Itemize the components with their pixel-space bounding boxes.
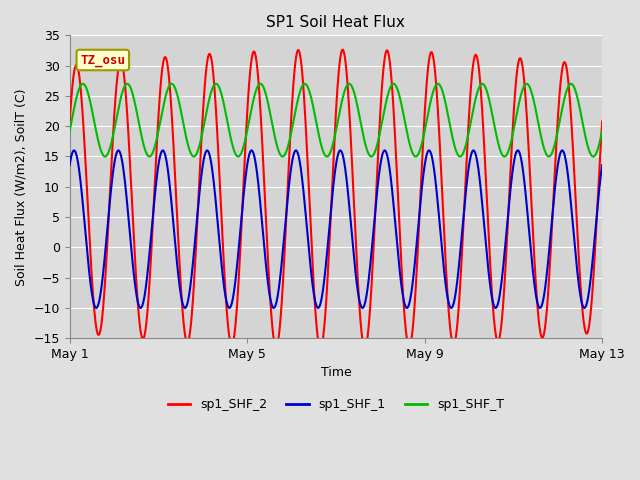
sp1_SHF_T (66, 128, 74, 134)
sp1_SHF_T (588, 153, 596, 159)
sp1_SHF_1 (425, 147, 433, 153)
Line: sp1_SHF_T: sp1_SHF_T (70, 84, 602, 156)
sp1_SHF_2 (588, 293, 596, 299)
sp1_SHF_1 (270, 305, 278, 311)
sp1_SHF_T (598, 128, 606, 134)
sp1_SHF_T (158, 110, 166, 116)
sp1_SHF_T (270, 129, 278, 135)
sp1_SHF_2 (531, 262, 538, 267)
sp1_SHF_1 (127, 236, 134, 242)
sp1_SHF_T (293, 100, 301, 106)
sp1_SHF_1 (293, 148, 301, 154)
sp1_SHF_2 (293, 50, 301, 56)
sp1_SHF_T (127, 84, 134, 90)
sp1_SHF_1 (66, 162, 74, 168)
sp1_SHF_2 (339, 47, 346, 52)
Title: SP1 Soil Heat Flux: SP1 Soil Heat Flux (266, 15, 405, 30)
sp1_SHF_2 (66, 119, 74, 124)
sp1_SHF_2 (598, 119, 606, 124)
sp1_SHF_1 (447, 305, 455, 311)
sp1_SHF_2 (127, 168, 134, 173)
sp1_SHF_T (531, 102, 538, 108)
sp1_SHF_1 (531, 284, 538, 290)
sp1_SHF_T (279, 154, 287, 159)
sp1_SHF_2 (317, 345, 324, 351)
sp1_SHF_1 (158, 148, 166, 154)
Legend: sp1_SHF_2, sp1_SHF_1, sp1_SHF_T: sp1_SHF_2, sp1_SHF_1, sp1_SHF_T (163, 393, 509, 416)
Y-axis label: Soil Heat Flux (W/m2), SoilT (C): Soil Heat Flux (W/m2), SoilT (C) (15, 88, 28, 286)
sp1_SHF_1 (588, 263, 596, 269)
X-axis label: Time: Time (321, 367, 351, 380)
Line: sp1_SHF_1: sp1_SHF_1 (70, 150, 602, 308)
Text: TZ_osu: TZ_osu (80, 53, 125, 67)
sp1_SHF_2 (270, 337, 278, 343)
sp1_SHF_2 (158, 68, 166, 74)
sp1_SHF_1 (598, 162, 606, 168)
sp1_SHF_T (301, 81, 308, 87)
Line: sp1_SHF_2: sp1_SHF_2 (70, 49, 602, 348)
